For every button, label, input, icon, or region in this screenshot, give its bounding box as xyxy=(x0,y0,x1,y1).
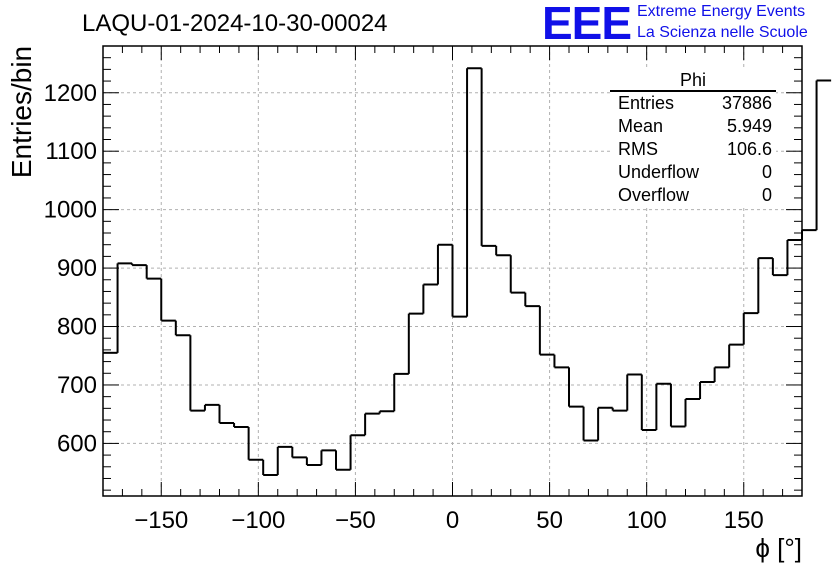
histogram-bin xyxy=(174,320,191,337)
y-tick-label: 800 xyxy=(57,314,97,341)
x-tick-label: 150 xyxy=(724,507,764,534)
y-tick-label: 1200 xyxy=(44,80,97,107)
histogram-bin xyxy=(713,366,730,383)
chart-title: LAQU-01-2024-10-30-00024 xyxy=(82,10,388,37)
histogram-bin xyxy=(582,406,599,442)
histogram-bin xyxy=(538,306,555,356)
histogram-bin xyxy=(320,449,336,466)
logo-text-line1: Extreme Energy Events xyxy=(637,3,806,20)
histogram-bin xyxy=(626,373,642,411)
stats-box: Phi Entries 37886 Mean 5.949 RMS 106.6 U… xyxy=(610,70,776,207)
histogram-bin xyxy=(524,292,540,308)
histogram-bin xyxy=(393,372,409,412)
y-tick-label: 900 xyxy=(57,255,97,282)
histogram-bin xyxy=(669,383,686,428)
histogram-bin xyxy=(160,278,176,322)
histogram-bin xyxy=(655,382,671,430)
stats-label: Entries xyxy=(618,93,675,113)
histogram-bin xyxy=(407,312,424,374)
stats-title: Phi xyxy=(610,70,776,92)
histogram-bin xyxy=(364,412,380,436)
histogram-bin xyxy=(276,445,293,475)
histogram-bin xyxy=(597,406,613,441)
stats-label: Mean xyxy=(618,116,664,136)
histogram-bin xyxy=(509,255,526,294)
y-tick-label: 1100 xyxy=(45,138,97,165)
y-tick-label: 700 xyxy=(57,372,97,399)
stats-value: 37886 xyxy=(721,93,772,113)
histogram-bin xyxy=(801,229,817,241)
y-axis-label: Entries/bin xyxy=(6,45,37,179)
histogram-bin xyxy=(553,354,569,369)
y-tick-label: 1000 xyxy=(44,197,97,224)
histogram-bin xyxy=(728,343,744,368)
stats-row-mean: Mean 5.949 xyxy=(610,115,776,138)
histogram-bin xyxy=(335,450,351,471)
histogram-bin xyxy=(349,434,366,470)
histogram-bin xyxy=(640,374,657,431)
stats-row-entries: Entries 37886 xyxy=(610,92,776,115)
histogram-bin xyxy=(436,243,453,285)
histogram-bin xyxy=(145,265,162,280)
x-tick-label: −50 xyxy=(335,507,376,534)
histogram-bin xyxy=(466,67,482,317)
histogram-bin xyxy=(742,312,759,345)
stats-value: 0 xyxy=(761,162,772,182)
histogram-bin xyxy=(699,381,715,399)
histogram-bin xyxy=(305,457,322,467)
histogram-bin xyxy=(247,427,264,461)
histogram-bin xyxy=(233,422,249,429)
histogram-bin xyxy=(786,239,802,276)
histogram-bin xyxy=(757,257,773,314)
stats-label: RMS xyxy=(618,139,658,159)
x-tick-label: 100 xyxy=(627,507,667,534)
x-tick-label: −150 xyxy=(134,507,188,534)
histogram-bin xyxy=(568,367,584,408)
logo-text-line2: La Scienza nelle Scuole xyxy=(637,24,808,41)
stats-row-overflow: Overflow 0 xyxy=(610,184,776,207)
histogram-bin xyxy=(262,459,278,476)
x-tick-label: 0 xyxy=(446,507,459,534)
y-tick-label: 600 xyxy=(57,430,97,457)
x-tick-label: −100 xyxy=(231,507,285,534)
stats-value: 5.949 xyxy=(726,116,772,136)
histogram-bin xyxy=(131,263,147,267)
histogram-bin xyxy=(291,446,307,459)
histogram-bin xyxy=(611,407,628,412)
histogram-bin xyxy=(203,403,220,411)
histogram-bin xyxy=(771,258,788,277)
histogram-bin xyxy=(495,245,511,257)
stats-label: Overflow xyxy=(618,185,690,205)
histogram-bin xyxy=(116,262,133,353)
stats-value: 106.6 xyxy=(726,139,772,159)
histogram-bin xyxy=(451,244,468,318)
histogram-bin xyxy=(378,410,395,414)
stats-label: Underflow xyxy=(618,162,700,182)
histogram-bin xyxy=(480,68,497,247)
histogram-bin xyxy=(422,283,438,314)
histogram-bin xyxy=(815,79,832,231)
x-axis-label: ϕ [°] xyxy=(755,533,802,563)
x-tick-label: 50 xyxy=(536,507,563,534)
stats-value: 0 xyxy=(761,185,772,205)
stats-row-rms: RMS 106.6 xyxy=(610,138,776,161)
eee-logo: EEE xyxy=(542,0,632,49)
histogram-bin xyxy=(684,397,701,427)
histogram-bin xyxy=(218,404,235,424)
histogram-bin xyxy=(189,335,205,412)
stats-row-underflow: Underflow 0 xyxy=(610,161,776,184)
